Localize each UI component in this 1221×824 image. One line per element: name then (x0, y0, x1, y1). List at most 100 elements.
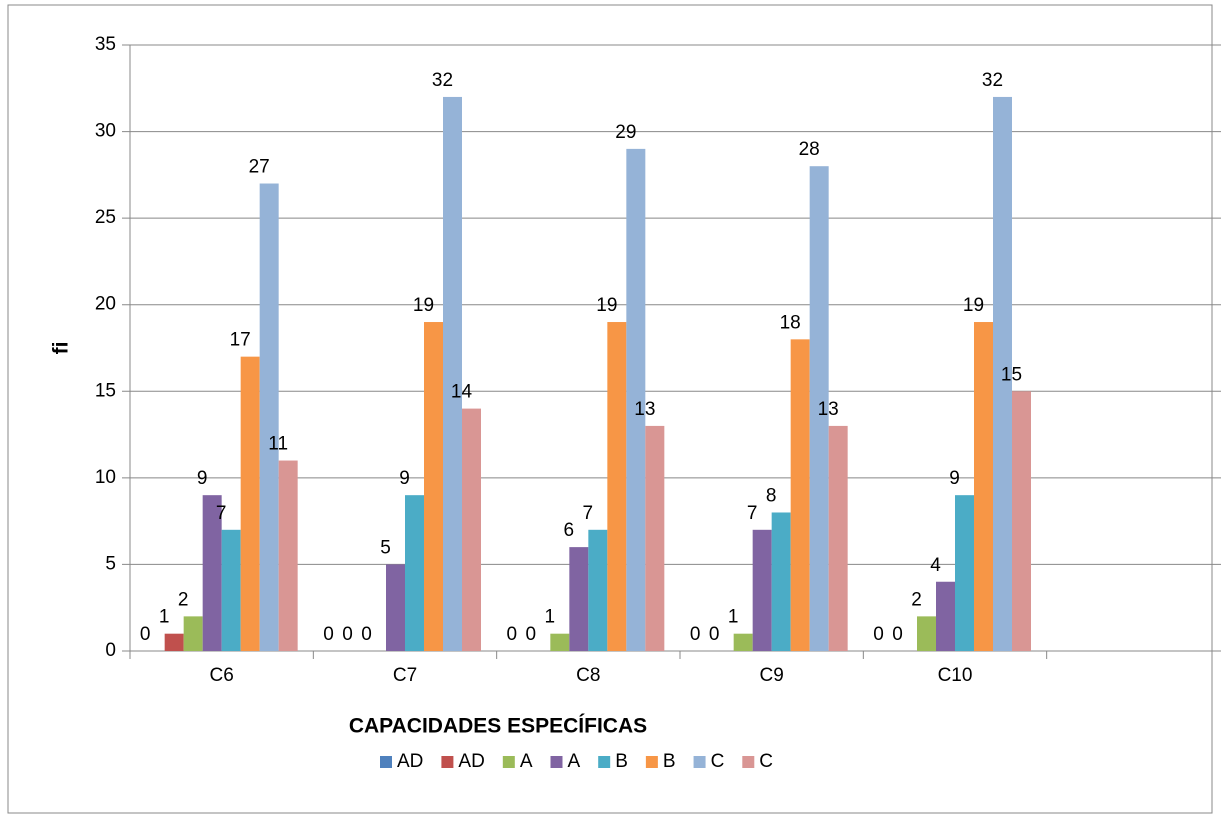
data-label: 11 (268, 434, 288, 455)
legend-swatch (550, 756, 563, 768)
bar (550, 633, 570, 651)
bar (183, 616, 203, 651)
bar (955, 495, 974, 651)
data-label: 15 (1001, 364, 1022, 385)
data-label: 28 (799, 139, 820, 160)
x-tick-label: C7 (393, 665, 417, 686)
y-tick-label: 30 (95, 121, 116, 142)
data-label: 2 (911, 589, 922, 610)
legend-label: B (663, 751, 676, 772)
data-label: 32 (432, 70, 453, 91)
bar (569, 547, 589, 651)
bar (259, 183, 279, 651)
bar (828, 425, 848, 651)
data-label: 7 (216, 503, 227, 524)
data-label: 7 (583, 503, 594, 524)
y-tick-label: 15 (95, 380, 116, 401)
bar (645, 425, 665, 651)
bar (607, 322, 627, 651)
bar (164, 633, 184, 651)
data-label: 1 (545, 607, 556, 628)
data-label: 0 (892, 624, 903, 645)
bar (202, 495, 222, 651)
data-label: 13 (634, 399, 655, 420)
data-label: 29 (615, 122, 636, 143)
data-label: 0 (690, 624, 701, 645)
chart-border (7, 4, 1213, 814)
data-label: 4 (930, 555, 941, 576)
x-tick-label: C10 (938, 665, 973, 686)
bar (809, 166, 829, 651)
legend-label: C (759, 751, 773, 772)
y-tick-label: 20 (95, 294, 116, 315)
legend-swatch (693, 756, 706, 768)
x-axis-title: CAPACIDADES ESPECÍFICAS (349, 715, 647, 738)
x-tick-label: C9 (760, 665, 784, 686)
bar (974, 322, 993, 651)
bar (443, 96, 462, 651)
bar (240, 356, 260, 651)
data-label: 9 (197, 468, 208, 489)
legend-label: B (615, 751, 628, 772)
data-label: 27 (249, 157, 270, 178)
data-label: 0 (526, 624, 537, 645)
data-label: 5 (380, 537, 391, 558)
legend-label: A (568, 751, 581, 772)
data-label: 9 (399, 468, 410, 489)
data-label: 0 (361, 624, 372, 645)
bar (424, 322, 443, 651)
bar (917, 616, 936, 651)
legend-swatch (441, 756, 454, 768)
data-label: 14 (451, 382, 473, 403)
legend-label: C (711, 751, 725, 772)
legend-swatch (742, 756, 755, 768)
bar (626, 148, 646, 651)
data-label: 7 (747, 503, 758, 524)
data-label: 0 (507, 624, 518, 645)
data-label: 1 (159, 607, 170, 628)
bar (405, 495, 424, 651)
data-label: 1 (728, 607, 739, 628)
y-tick-label: 5 (105, 553, 116, 574)
bar (733, 633, 753, 651)
data-label: 32 (982, 70, 1003, 91)
bar (221, 529, 241, 651)
data-label: 8 (766, 486, 777, 507)
data-label: 17 (230, 330, 251, 351)
bar (993, 96, 1012, 651)
bar (752, 529, 772, 651)
x-tick-label: C6 (210, 665, 234, 686)
legend-swatch (380, 756, 392, 768)
y-tick-label: 25 (95, 207, 116, 228)
legend-swatch (502, 756, 515, 768)
bar (278, 460, 298, 651)
bar (588, 529, 608, 651)
data-label: 13 (818, 399, 839, 420)
legend-swatch (645, 756, 658, 768)
data-label: 18 (780, 312, 801, 333)
data-label: 9 (949, 468, 960, 489)
legend-label: AD (397, 751, 423, 772)
data-label: 19 (596, 295, 617, 316)
bar (771, 512, 791, 651)
legend-label: A (520, 751, 533, 772)
y-tick-label: 10 (95, 467, 116, 488)
data-label: 0 (323, 624, 334, 645)
data-label: 6 (564, 520, 575, 541)
bar (936, 581, 955, 651)
data-label: 19 (413, 295, 434, 316)
x-tick-label: C8 (576, 665, 600, 686)
y-axis-title: fi (50, 342, 73, 355)
bar (1012, 391, 1031, 651)
data-label: 0 (140, 624, 151, 645)
legend-swatch (598, 756, 611, 768)
data-label: 0 (709, 624, 720, 645)
legend-label: AD (458, 751, 484, 772)
y-tick-label: 35 (95, 34, 116, 55)
y-tick-label: 0 (105, 640, 116, 661)
data-label: 0 (342, 624, 353, 645)
bar (790, 339, 810, 651)
data-label: 19 (963, 295, 984, 316)
bar (386, 564, 405, 651)
